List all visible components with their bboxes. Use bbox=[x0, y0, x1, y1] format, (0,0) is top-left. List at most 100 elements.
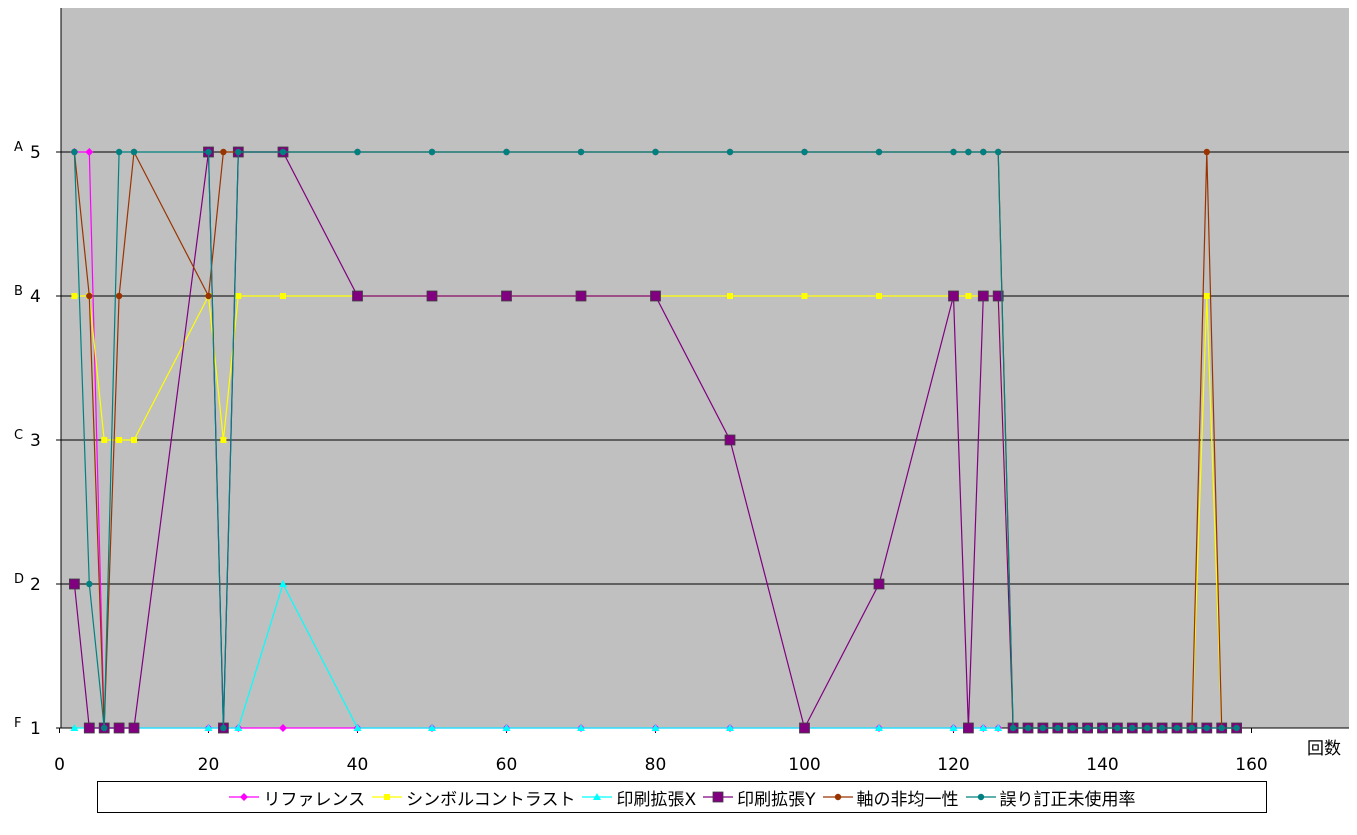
data-point bbox=[86, 292, 93, 300]
y-tick-label: 5 bbox=[30, 143, 41, 163]
data-point bbox=[235, 293, 242, 299]
x-tick-label: 20 bbox=[198, 755, 220, 775]
data-point bbox=[85, 148, 94, 156]
legend-item: 印刷拡張X bbox=[581, 785, 696, 810]
data-point bbox=[575, 290, 587, 302]
data-point bbox=[220, 148, 227, 156]
data-point bbox=[876, 293, 882, 299]
data-point bbox=[101, 437, 108, 443]
data-point bbox=[726, 148, 734, 156]
data-point bbox=[994, 724, 1003, 731]
data-point bbox=[428, 148, 436, 156]
data-point bbox=[1054, 724, 1062, 732]
legend-swatch-marker bbox=[240, 793, 249, 801]
legend-item: 軸の非均一性 bbox=[822, 785, 959, 810]
legend-swatch bbox=[372, 794, 403, 800]
y-grade-label: F bbox=[14, 716, 21, 731]
data-point bbox=[1039, 724, 1047, 732]
data-point bbox=[992, 290, 1004, 302]
data-point bbox=[1188, 724, 1196, 732]
data-point bbox=[116, 437, 123, 443]
x-tick-label: 40 bbox=[347, 755, 369, 775]
data-point bbox=[1024, 724, 1032, 732]
x-tick-label: 100 bbox=[788, 755, 820, 775]
x-tick-labels: 0 20 40 60 80 100 120 140 160 bbox=[54, 755, 1268, 775]
data-point bbox=[726, 724, 734, 731]
data-point bbox=[577, 148, 585, 156]
data-point bbox=[280, 293, 286, 299]
data-point bbox=[1173, 724, 1181, 732]
legend-swatch bbox=[965, 793, 996, 801]
data-point bbox=[1084, 724, 1091, 732]
data-point bbox=[1069, 724, 1076, 732]
y-grade-label: C bbox=[14, 428, 23, 443]
data-point bbox=[86, 580, 93, 588]
legend-label: シンボルコントラスト bbox=[406, 789, 576, 810]
data-point bbox=[1158, 724, 1166, 732]
data-point bbox=[234, 724, 243, 731]
data-point bbox=[220, 724, 227, 732]
data-point bbox=[426, 290, 438, 302]
data-point bbox=[101, 724, 108, 732]
series-layer bbox=[69, 146, 1242, 734]
data-point bbox=[995, 148, 1002, 156]
data-point bbox=[1203, 293, 1210, 299]
data-point bbox=[980, 148, 987, 156]
data-point bbox=[965, 148, 972, 156]
x-tick-label: 0 bbox=[54, 755, 65, 775]
legend-swatch bbox=[582, 793, 613, 800]
legend-swatch bbox=[703, 791, 734, 803]
y-tick-label: 2 bbox=[30, 575, 41, 595]
data-point bbox=[71, 148, 78, 156]
x-tick-label: 120 bbox=[937, 755, 969, 775]
data-point bbox=[875, 148, 883, 156]
legend-swatch-marker bbox=[384, 794, 391, 800]
legend-label: 印刷拡張Y bbox=[737, 789, 816, 810]
legend: リファレンス シンボルコントラスト 印刷拡張X 印刷拡張Y 軸の非均一性 誤り訂正未使用率 bbox=[97, 781, 1267, 813]
data-point bbox=[128, 722, 140, 734]
plot-area bbox=[61, 8, 1349, 728]
data-point bbox=[502, 724, 511, 731]
data-point bbox=[948, 290, 959, 302]
y-grade-label: A bbox=[14, 140, 23, 155]
legend-item: 印刷拡張Y bbox=[702, 785, 816, 810]
legend-label: 印刷拡張X bbox=[616, 789, 697, 810]
legend-label: 誤り訂正未使用率 bbox=[999, 789, 1136, 810]
data-point bbox=[727, 293, 733, 299]
data-point bbox=[1144, 724, 1151, 732]
data-point bbox=[950, 148, 957, 156]
legend-swatch bbox=[822, 793, 853, 801]
data-point bbox=[503, 148, 510, 156]
data-point bbox=[115, 292, 123, 300]
data-point bbox=[1233, 724, 1240, 732]
y-tick-label: 3 bbox=[30, 431, 41, 451]
data-point bbox=[69, 578, 80, 590]
data-point bbox=[965, 293, 972, 299]
data-point bbox=[801, 148, 808, 156]
data-point bbox=[650, 290, 661, 302]
data-point bbox=[652, 148, 659, 156]
x-tick-label: 60 bbox=[496, 755, 518, 775]
y-tick-label: 4 bbox=[30, 287, 41, 307]
legend-swatch-marker bbox=[712, 791, 724, 803]
legend-item: シンボルコントラスト bbox=[371, 785, 575, 810]
data-point bbox=[1129, 724, 1136, 732]
data-point bbox=[1099, 724, 1106, 732]
data-point bbox=[352, 290, 363, 302]
data-point bbox=[204, 724, 213, 731]
data-point bbox=[428, 724, 436, 731]
data-point bbox=[977, 290, 989, 302]
data-point bbox=[115, 148, 123, 156]
data-point bbox=[875, 724, 883, 731]
data-point bbox=[1114, 724, 1121, 732]
data-point bbox=[131, 437, 137, 443]
data-point bbox=[801, 293, 808, 299]
x-tick-label: 80 bbox=[645, 755, 667, 775]
legend-item: リファレンス bbox=[228, 785, 365, 810]
data-point bbox=[235, 148, 242, 156]
legend-label: リファレンス bbox=[263, 789, 366, 810]
data-point bbox=[963, 722, 974, 734]
x-tick-label: 160 bbox=[1235, 755, 1267, 775]
data-point bbox=[113, 722, 125, 734]
